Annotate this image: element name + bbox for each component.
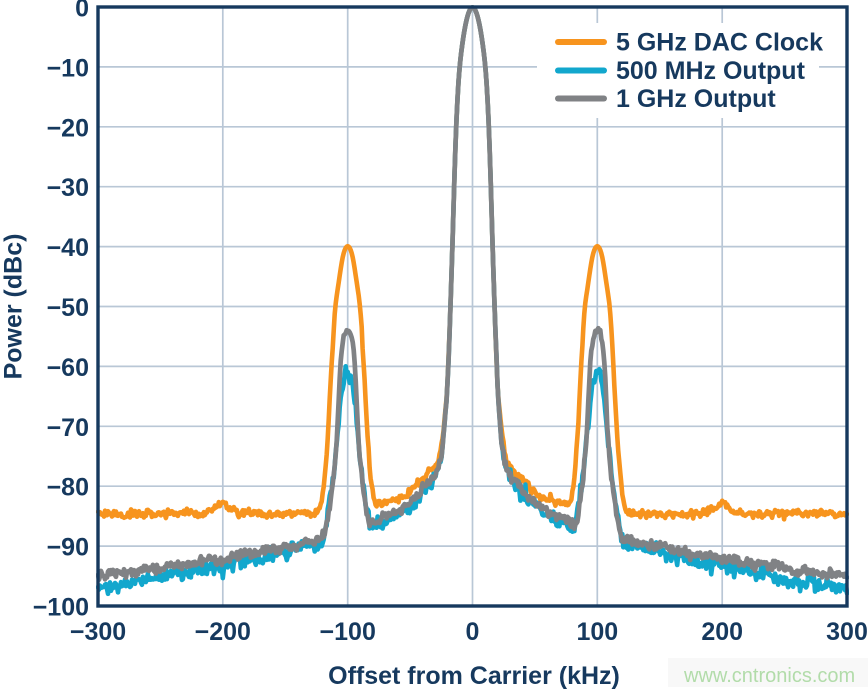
svg-text:0: 0 [75,0,89,23]
svg-text:Power (dBc): Power (dBc) [0,234,28,380]
svg-text:−100: −100 [320,618,376,646]
svg-text:500 MHz Output: 500 MHz Output [616,57,806,85]
svg-text:5 GHz DAC Clock: 5 GHz DAC Clock [616,29,823,57]
svg-text:1 GHz Output: 1 GHz Output [616,85,776,113]
svg-text:0: 0 [466,618,480,646]
svg-text:300: 300 [826,618,868,646]
svg-text:−300: −300 [70,618,126,646]
svg-text:100: 100 [576,618,618,646]
svg-text:−80: −80 [47,474,89,502]
svg-text:−20: −20 [47,114,89,142]
svg-text:200: 200 [701,618,743,646]
svg-text:−60: −60 [47,354,89,382]
svg-text:Offset from Carrier (kHz): Offset from Carrier (kHz) [328,662,620,690]
svg-text:−90: −90 [47,534,89,562]
svg-text:−50: −50 [47,294,89,322]
svg-text:−70: −70 [47,414,89,442]
svg-text:−40: −40 [47,234,89,262]
svg-text:www.cntronics.com: www.cntronics.com [683,665,855,687]
svg-text:−10: −10 [47,54,89,82]
svg-text:−200: −200 [195,618,251,646]
svg-text:−30: −30 [47,174,89,202]
svg-text:−100: −100 [33,594,89,622]
